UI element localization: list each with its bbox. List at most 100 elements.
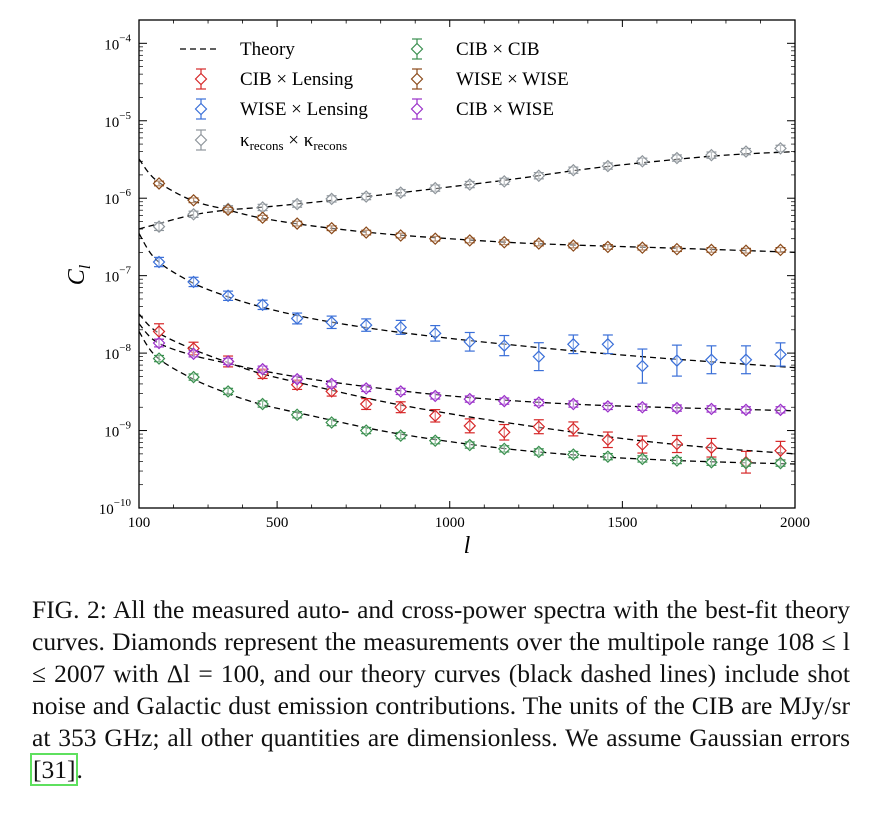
data-point xyxy=(601,431,615,449)
data-point xyxy=(325,192,339,206)
data-point xyxy=(705,437,718,458)
diamond-marker xyxy=(152,336,166,350)
data-point xyxy=(152,177,166,190)
diamond-marker xyxy=(463,234,477,247)
legend-entry: WISE × Lensing xyxy=(194,98,368,120)
diamond-marker xyxy=(221,289,235,303)
data-point xyxy=(290,197,304,211)
data-point xyxy=(636,435,649,454)
diamond-marker xyxy=(325,315,339,329)
data-point xyxy=(670,344,684,377)
diamond-marker xyxy=(325,377,339,391)
diamond-marker xyxy=(290,408,304,422)
legend-marker xyxy=(194,102,208,116)
diamond-marker xyxy=(601,240,615,254)
data-point xyxy=(774,142,787,155)
data-point xyxy=(256,397,269,411)
diamond-marker xyxy=(256,201,269,214)
diamond-marker xyxy=(636,400,649,414)
data-point xyxy=(739,244,753,258)
diamond-marker xyxy=(739,403,753,417)
x-tick-label: 100 xyxy=(128,515,151,531)
series-wise_lensing xyxy=(152,255,787,384)
diamond-marker xyxy=(394,429,408,442)
diamond-marker xyxy=(256,397,269,411)
data-point xyxy=(601,334,615,355)
diamond-marker xyxy=(428,326,442,340)
data-point xyxy=(566,397,580,411)
legend-label: κrecons × κrecons xyxy=(240,130,347,153)
data-point xyxy=(256,211,269,225)
diamond-marker xyxy=(566,239,580,252)
data-point xyxy=(636,154,649,168)
data-point xyxy=(636,400,649,414)
data-point xyxy=(601,400,615,413)
data-point xyxy=(705,148,718,162)
diamond-marker xyxy=(187,193,200,207)
diamond-marker xyxy=(739,353,753,367)
data-point xyxy=(428,434,442,448)
diamond-marker xyxy=(670,401,684,415)
diamond-marker xyxy=(739,244,753,258)
diamond-marker xyxy=(325,385,339,398)
diamond-marker xyxy=(532,237,546,250)
theory-curve-kappa xyxy=(138,150,796,230)
legend-marker xyxy=(410,72,424,86)
diamond-marker xyxy=(739,456,753,470)
series-wise_wise xyxy=(152,177,787,258)
diamond-marker xyxy=(774,456,787,470)
diamond-marker xyxy=(705,243,718,257)
theory-curve-cib_lensing xyxy=(138,313,796,455)
data-point xyxy=(359,226,373,239)
data-point xyxy=(325,315,339,330)
diamond-marker xyxy=(325,192,339,206)
y-tick-label: 10−7 xyxy=(104,265,131,286)
diamond-marker xyxy=(566,448,580,461)
caption-end: . xyxy=(76,755,83,784)
data-point xyxy=(359,190,373,203)
theory-curve-cib_cib xyxy=(138,331,796,465)
diamond-marker xyxy=(359,190,373,203)
data-point xyxy=(774,243,787,257)
data-point xyxy=(394,229,408,242)
legend-label: Theory xyxy=(240,39,295,60)
diamond-marker xyxy=(601,400,615,413)
diamond-marker xyxy=(670,151,684,165)
data-point xyxy=(670,242,684,256)
diamond-marker xyxy=(670,242,684,256)
data-point xyxy=(532,342,546,372)
data-point xyxy=(394,385,408,398)
diamond-marker xyxy=(636,452,649,466)
diamond-marker xyxy=(601,450,615,464)
diamond-marker xyxy=(705,353,718,367)
data-point xyxy=(359,382,373,395)
diamond-marker xyxy=(359,318,373,332)
data-point xyxy=(636,241,649,254)
legend-marker xyxy=(194,133,208,147)
data-point xyxy=(774,456,787,470)
data-point xyxy=(497,334,511,357)
data-point xyxy=(325,377,339,391)
diamond-marker xyxy=(497,394,511,408)
data-point xyxy=(187,207,200,221)
diamond-marker xyxy=(532,445,546,459)
data-point xyxy=(497,235,511,249)
diamond-marker xyxy=(670,354,684,367)
legend-marker xyxy=(194,72,208,86)
data-point xyxy=(428,181,442,195)
data-point xyxy=(221,355,235,368)
diamond-marker xyxy=(601,337,615,351)
citation-link[interactable]: [31] xyxy=(29,753,79,786)
diamond-marker xyxy=(152,220,166,233)
data-point xyxy=(636,452,649,466)
data-point xyxy=(532,419,546,435)
legend-marker xyxy=(410,42,424,56)
data-point xyxy=(739,456,753,470)
theory-curve-wise_wise xyxy=(138,158,796,253)
diamond-marker xyxy=(705,455,718,469)
y-tick-label: 10−5 xyxy=(104,110,131,131)
diamond-marker xyxy=(290,197,304,211)
diamond-marker xyxy=(359,382,373,395)
diamond-marker xyxy=(670,454,684,467)
data-point xyxy=(290,372,304,386)
